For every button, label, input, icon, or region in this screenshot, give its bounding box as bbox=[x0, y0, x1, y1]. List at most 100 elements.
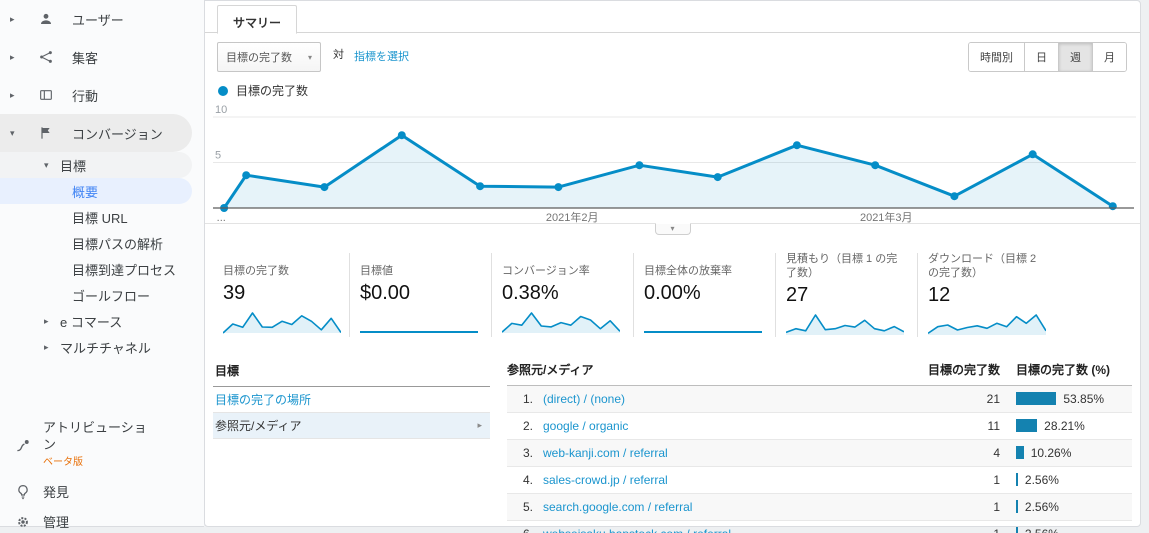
percent-label: 53.85% bbox=[1063, 391, 1105, 406]
percent-label: 2.56% bbox=[1025, 527, 1059, 533]
sidebar-bottom-item-0[interactable]: アトリビューション ベータ版 bbox=[0, 413, 204, 477]
granularity-button-0[interactable]: 時間別 bbox=[969, 43, 1024, 71]
goal-panel-item-0[interactable]: 目標の完了の場所 bbox=[213, 387, 490, 413]
sidebar-item-1[interactable]: ▸ 集客 bbox=[0, 38, 204, 76]
sidebar-bottom-nav: アトリビューション ベータ版発見管理 bbox=[0, 413, 204, 533]
percent-bar bbox=[1016, 500, 1018, 513]
scorecard-3: 目標全体の放棄率 0.00% bbox=[633, 253, 775, 337]
chevron-right-icon: ▸ bbox=[10, 51, 15, 62]
svg-text:2021年2月: 2021年2月 bbox=[546, 210, 599, 223]
row-rank: 5. bbox=[522, 499, 533, 514]
scorecard-label: コンバージョン率 bbox=[502, 265, 590, 278]
source-medium-table: 参照元/メディア 目標の完了数 目標の完了数 (%) 1. (direct) / (n… bbox=[507, 358, 1132, 533]
row-source: google / organic bbox=[533, 412, 928, 439]
sidebar-item-11[interactable]: ▸ マルチチャネル bbox=[0, 334, 204, 360]
scorecard-value: 0.00% bbox=[644, 282, 701, 304]
sidebar-item-label: 管理 bbox=[43, 514, 70, 530]
chevron-down-icon: ▾ bbox=[10, 127, 15, 138]
row-percent: 2.56% bbox=[1006, 493, 1132, 520]
goal-panel-item-label: 目標の完了の場所 bbox=[215, 392, 312, 407]
metric-selector-dropdown[interactable]: 目標の完了数 ▾ bbox=[217, 42, 322, 72]
sidebar-item-label: コンバージョン bbox=[72, 126, 163, 142]
percent-bar bbox=[1016, 446, 1024, 459]
attribution-icon bbox=[14, 436, 32, 454]
goal-panel-item-1[interactable]: 参照元/メディア ▸ bbox=[213, 412, 490, 439]
scorecard-value: 12 bbox=[928, 283, 951, 306]
scorecards-row: 目標の完了数 39 目標値 $0.00 コンバージョン率 0.38% 目標全体の放棄率 0.0… bbox=[205, 253, 1140, 337]
sidebar-item-label: 目標到達プロセス bbox=[72, 262, 177, 278]
source-link[interactable]: sales-crowd.jp / referral bbox=[543, 472, 668, 487]
svg-text:...: ... bbox=[217, 212, 226, 223]
source-link[interactable]: search.google.com / referral bbox=[543, 499, 693, 514]
column-header-source[interactable]: 参照元/メディア bbox=[507, 358, 928, 386]
table-row: 2. google / organic 11 28.21% bbox=[507, 412, 1132, 439]
sidebar-item-0[interactable]: ▸ ユーザー bbox=[0, 0, 204, 38]
scorecard-sparkline bbox=[502, 309, 620, 335]
row-count: 21 bbox=[986, 391, 1000, 406]
sidebar-item-6[interactable]: 目標 URL bbox=[0, 204, 204, 230]
scorecard-value: 27 bbox=[786, 283, 809, 306]
sidebar-item-label: 行動 bbox=[72, 88, 99, 104]
chevron-down-icon: ▾ bbox=[44, 159, 49, 170]
scorecard-2: コンバージョン率 0.38% bbox=[491, 253, 633, 337]
vs-label: 対 bbox=[333, 49, 345, 61]
sidebar-item-2[interactable]: ▸ 行動 bbox=[0, 76, 204, 114]
sidebar-bottom-item-1[interactable]: 発見 bbox=[0, 477, 204, 507]
svg-text:10: 10 bbox=[215, 104, 227, 116]
timeseries-chart: 5 10... 2021年2月 2021年3月 bbox=[205, 101, 1140, 223]
sidebar-item-10[interactable]: ▸ e コマース bbox=[0, 308, 204, 334]
sidebar-item-9[interactable]: ゴールフロー bbox=[0, 282, 204, 308]
sidebar-bottom-item-2[interactable]: 管理 bbox=[0, 507, 204, 533]
goal-panel: 目標 目標の完了の場所 参照元/メディア ▸ bbox=[213, 359, 490, 533]
sidebar-item-3[interactable]: ▾ コンバージョン bbox=[0, 114, 192, 152]
chevron-right-icon: ▸ bbox=[10, 89, 15, 100]
select-metric-link[interactable]: 指標を選択 bbox=[354, 51, 410, 63]
scorecard-4: 見積もり（目標 1 の完了数） 27 bbox=[775, 253, 917, 337]
granularity-button-3[interactable]: 月 bbox=[1092, 43, 1126, 71]
sidebar-item-5[interactable]: 概要 bbox=[0, 178, 192, 204]
column-header-percent[interactable]: 目標の完了数 (%) bbox=[1006, 358, 1132, 386]
scorecard-sparkline bbox=[223, 309, 341, 335]
source-link[interactable]: (direct) / (none) bbox=[543, 391, 626, 406]
granularity-button-1[interactable]: 日 bbox=[1024, 43, 1058, 71]
percent-bar bbox=[1016, 527, 1018, 533]
row-rank: 3. bbox=[522, 445, 533, 460]
sidebar-item-8[interactable]: 目標到達プロセス bbox=[0, 256, 204, 282]
percent-cell: 10.26% bbox=[1016, 446, 1132, 460]
report-card: サマリー 目標の完了数 ▾ 対 指標を選択 時間別日週月 目標の完了数 5 10.… bbox=[204, 0, 1141, 533]
chevron-down-icon: ▾ bbox=[308, 52, 313, 62]
sidebar-item-label: 集客 bbox=[72, 50, 99, 66]
user-icon bbox=[38, 11, 54, 27]
percent-label: 10.26% bbox=[1030, 445, 1072, 460]
row-count: 1 bbox=[993, 472, 1000, 487]
row-source: web-kanji.com / referral bbox=[533, 439, 928, 466]
sidebar-item-7[interactable]: 目標パスの解析 bbox=[0, 230, 204, 256]
annotations-expander-button[interactable]: ▾ bbox=[654, 223, 691, 235]
sidebar-item-label: 目標 bbox=[60, 158, 87, 174]
sidebar-bottom-item-text: 発見 bbox=[43, 484, 155, 501]
sidebar-item-label: 概要 bbox=[72, 184, 99, 200]
tab-summary[interactable]: サマリー bbox=[217, 5, 298, 34]
percent-bar bbox=[1016, 419, 1038, 432]
source-link[interactable]: web-kanji.com / referral bbox=[543, 445, 668, 460]
scorecard-1: 目標値 $0.00 bbox=[349, 253, 491, 337]
scorecard-sparkline bbox=[360, 309, 478, 335]
granularity-button-2[interactable]: 週 bbox=[1058, 43, 1092, 71]
source-link[interactable]: google / organic bbox=[543, 418, 629, 433]
percent-cell: 28.21% bbox=[1016, 419, 1132, 433]
chart-legend: 目標の完了数 bbox=[205, 72, 1140, 99]
row-rank: 6. bbox=[507, 520, 533, 533]
sidebar-item-label: アトリビューション bbox=[43, 420, 147, 452]
row-rank: 2. bbox=[522, 418, 533, 433]
tables-section: 目標 目標の完了の場所 参照元/メディア ▸ 参照元/メディア 目標の完了数 目標の完了… bbox=[205, 358, 1140, 533]
sidebar-item-label: 目標パスの解析 bbox=[72, 236, 164, 252]
sidebar-item-4[interactable]: ▾ 目標 bbox=[0, 152, 192, 178]
scorecard-0: 目標の完了数 39 bbox=[213, 253, 349, 337]
sidebar-item-label: ユーザー bbox=[72, 12, 124, 28]
row-percent: 10.26% bbox=[1006, 439, 1132, 466]
source-link[interactable]: webseisaku.hapstock.com / referral bbox=[543, 527, 731, 533]
percent-label: 28.21% bbox=[1044, 418, 1085, 433]
gear-icon bbox=[14, 513, 32, 531]
column-header-count[interactable]: 目標の完了数 bbox=[928, 358, 1006, 386]
svg-text:5: 5 bbox=[215, 150, 221, 162]
